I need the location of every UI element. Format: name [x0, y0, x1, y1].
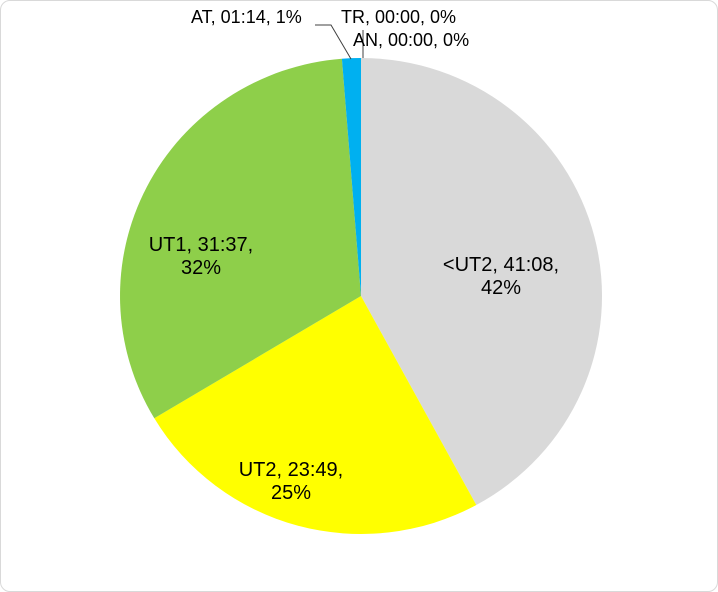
- pie-label-line: 25%: [270, 482, 312, 504]
- pie-slice-at[interactable]: [341, 57, 361, 297]
- pie-label-at: AT, 01:14, 1%: [191, 7, 302, 27]
- pie-slice-ut2[interactable]: [154, 296, 477, 534]
- pie-label-line: <UT2, 41:08,: [442, 254, 560, 276]
- pie-label-lt-ut2: <UT2, 41:08, 42%: [411, 254, 591, 300]
- pie-slice-ut2[interactable]: [361, 58, 603, 505]
- pie-slices: [120, 57, 603, 534]
- pie-label-line: 32%: [180, 257, 222, 279]
- pie-label-tr: TR, 00:00, 0%: [341, 7, 457, 27]
- pie-label-line: UT2, 23:49,: [238, 459, 344, 481]
- pie-label-line: UT1, 31:37,: [148, 234, 254, 256]
- pie-label-ut1: UT1, 31:37, 32%: [111, 234, 291, 280]
- pie-slice-ut1[interactable]: [120, 58, 361, 419]
- pie-label-ut2: UT2, 23:49, 25%: [201, 459, 381, 505]
- pie-label-an: AN, 00:00, 0%: [353, 30, 470, 50]
- pie-label-line: 42%: [480, 277, 522, 299]
- at-leader-line: [315, 24, 352, 60]
